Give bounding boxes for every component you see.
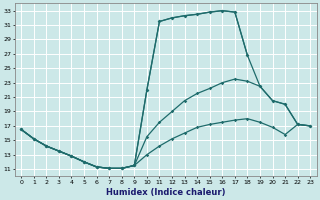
X-axis label: Humidex (Indice chaleur): Humidex (Indice chaleur) (106, 188, 226, 197)
